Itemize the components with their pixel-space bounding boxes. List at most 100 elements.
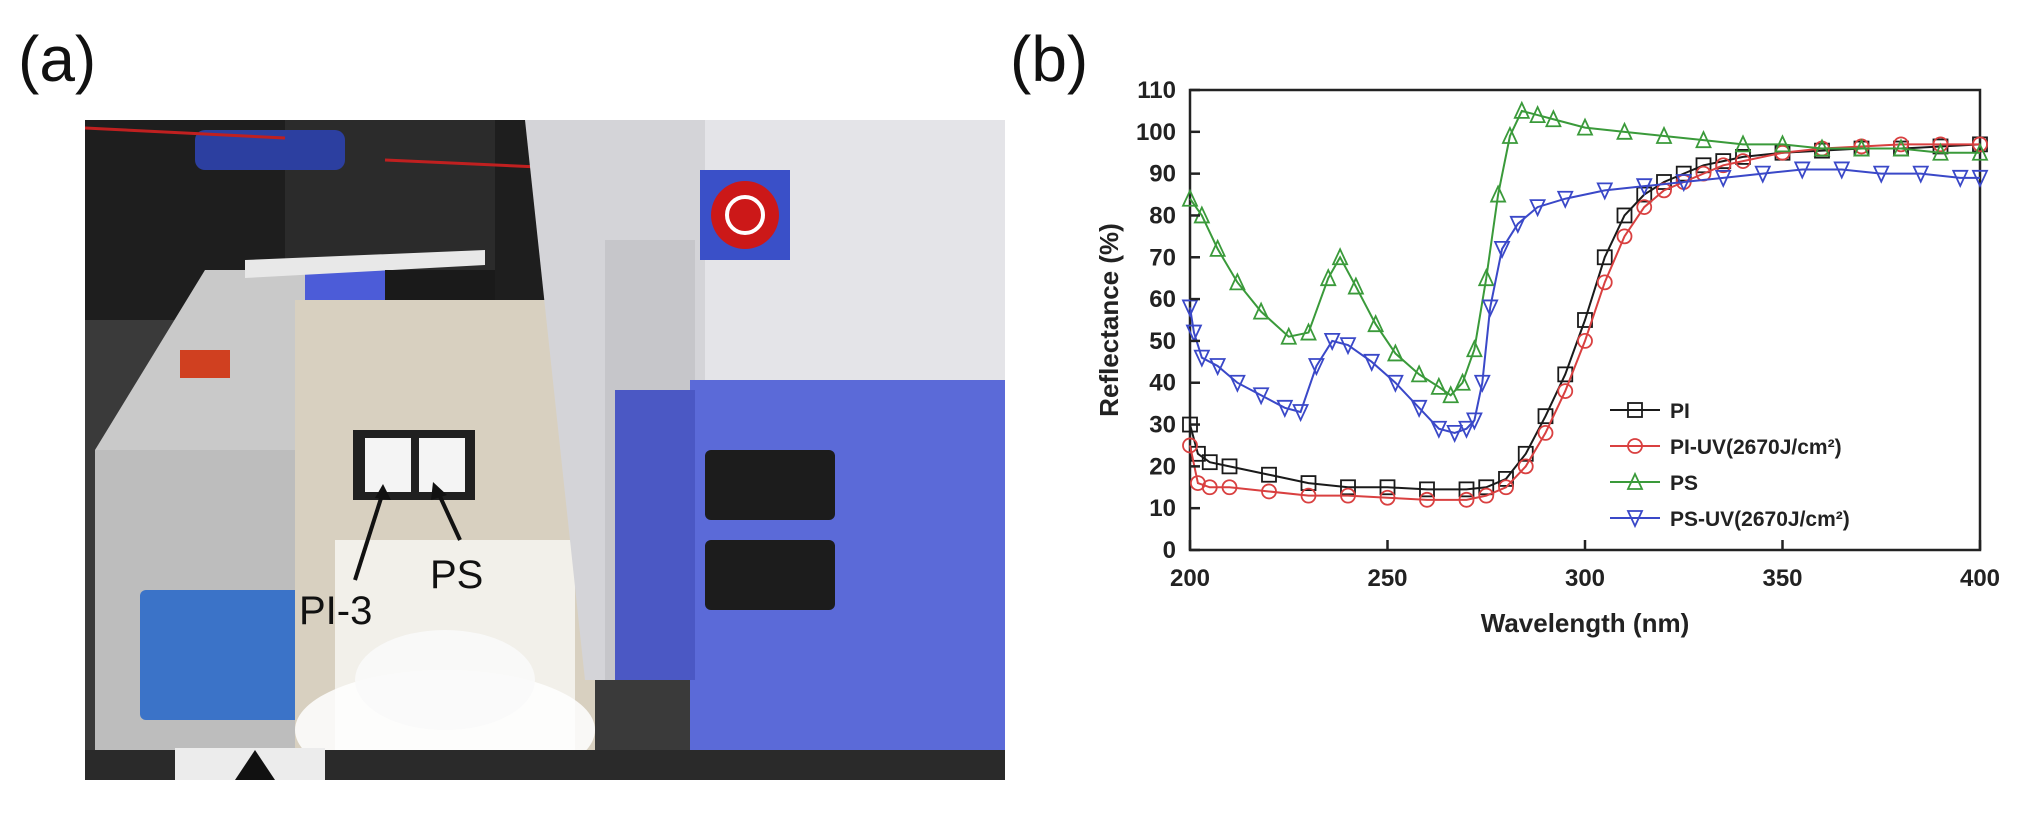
y-tick-label: 50	[1149, 328, 1176, 355]
data-point	[1596, 249, 1613, 266]
data-point	[1972, 136, 1988, 153]
data-point	[1537, 425, 1554, 441]
data-point	[1636, 186, 1653, 203]
data-point	[1576, 117, 1594, 136]
data-point	[1509, 215, 1527, 234]
data-point	[1932, 136, 1949, 153]
data-point	[1754, 165, 1772, 184]
data-point	[1734, 134, 1752, 153]
series-2	[1181, 100, 1989, 404]
data-point	[1252, 301, 1270, 320]
data-point	[1367, 314, 1385, 333]
y-tick-label: 30	[1149, 412, 1176, 439]
data-point	[1340, 479, 1356, 496]
data-point	[1300, 487, 1317, 504]
data-point	[1616, 207, 1633, 224]
y-tick-label: 0	[1163, 537, 1176, 564]
data-point	[1331, 247, 1349, 266]
data-point	[1181, 188, 1199, 207]
data-point	[1544, 109, 1562, 128]
data-point	[1228, 374, 1246, 393]
y-tick-label: 100	[1136, 119, 1176, 146]
data-point	[1442, 385, 1460, 404]
y-tick-label: 10	[1149, 495, 1176, 522]
data-point	[1347, 276, 1365, 295]
data-point	[1410, 399, 1428, 418]
data-point	[1454, 372, 1471, 391]
data-point	[1419, 481, 1435, 498]
data-point	[1715, 153, 1732, 169]
data-point	[1478, 487, 1495, 504]
data-point	[1300, 475, 1317, 491]
data-point	[1430, 420, 1448, 439]
data-point	[1892, 138, 1910, 157]
data-point	[1221, 458, 1238, 475]
data-point	[1430, 376, 1448, 395]
data-point	[1489, 184, 1507, 203]
data-point	[1201, 454, 1218, 471]
data-point	[1465, 412, 1483, 431]
data-point	[1363, 353, 1381, 372]
data-point	[1300, 322, 1317, 341]
data-point	[1209, 358, 1227, 377]
x-tick-label: 400	[1960, 565, 2000, 592]
data-point	[1656, 174, 1672, 190]
data-point	[1596, 182, 1614, 201]
x-tick-label: 300	[1565, 565, 1605, 592]
data-point	[1339, 337, 1357, 356]
y-tick-label: 60	[1149, 286, 1176, 313]
data-point	[1557, 383, 1574, 399]
data-point	[1529, 199, 1547, 218]
data-point	[1193, 349, 1211, 368]
data-point	[1477, 268, 1495, 287]
legend-swatch-marker	[1627, 438, 1643, 454]
series-line	[1189, 143, 1981, 491]
data-point	[1307, 358, 1325, 377]
pi-arrow	[353, 491, 385, 581]
data-point	[1635, 178, 1653, 197]
legend-swatch-marker	[1627, 402, 1643, 418]
data-point	[1261, 483, 1277, 500]
data-point	[1774, 134, 1791, 153]
legend-label: PI	[1670, 400, 1690, 423]
data-point	[1209, 238, 1227, 257]
y-tick-label: 70	[1149, 244, 1176, 271]
panel-label-a: (a)	[18, 23, 97, 95]
y-tick-label: 80	[1149, 202, 1176, 229]
data-point	[1813, 138, 1831, 157]
data-point	[1478, 479, 1495, 496]
y-axis-title: Reflectance (%)	[1094, 223, 1124, 417]
data-point	[1458, 481, 1475, 498]
y-tick-label: 110	[1137, 77, 1176, 104]
data-point	[1458, 420, 1475, 439]
pi-sample-label: PI-3	[299, 589, 372, 633]
data-point	[1735, 149, 1751, 165]
data-point	[1971, 142, 1989, 161]
data-point	[1616, 228, 1633, 245]
legend-item: PI-UV(2670J/cm²)	[1610, 436, 1842, 459]
data-point	[1616, 121, 1633, 140]
series-0	[1182, 136, 1988, 498]
data-point	[1323, 333, 1341, 352]
data-point	[1715, 157, 1732, 174]
x-tick-label: 250	[1367, 565, 1407, 592]
data-point	[1971, 169, 1989, 188]
legend-label: PS-UV(2670J/cm²)	[1670, 508, 1850, 531]
data-point	[1577, 333, 1593, 349]
data-point	[1419, 491, 1435, 508]
series-line	[1189, 168, 1980, 434]
data-point	[1833, 161, 1851, 180]
data-point	[1498, 479, 1514, 496]
data-point	[1386, 343, 1404, 362]
data-point	[1458, 491, 1475, 508]
x-axis-title: Wavelength (nm)	[1481, 608, 1689, 638]
data-point	[1261, 466, 1277, 483]
x-tick-label: 200	[1170, 565, 1210, 592]
legend-label: PI-UV(2670J/cm²)	[1670, 436, 1842, 459]
legend-item: PI	[1610, 400, 1690, 423]
x-tick-label: 350	[1762, 565, 1802, 592]
data-point	[1473, 374, 1491, 393]
data-point	[1735, 153, 1751, 169]
data-point	[1181, 299, 1199, 318]
data-point	[1410, 364, 1428, 383]
